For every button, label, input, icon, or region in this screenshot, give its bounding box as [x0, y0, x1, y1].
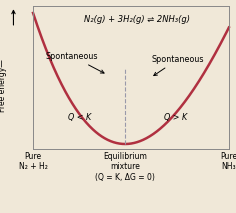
Text: Equilibrium
mixture
(Q = K, ΔG = 0): Equilibrium mixture (Q = K, ΔG = 0) — [95, 152, 155, 182]
Text: Spontaneous: Spontaneous — [46, 52, 104, 73]
Text: Pure
NH₃: Pure NH₃ — [220, 152, 236, 171]
Text: Free energy—: Free energy— — [0, 59, 7, 112]
Text: Q > K: Q > K — [164, 113, 188, 122]
Text: Spontaneous: Spontaneous — [152, 55, 204, 76]
Text: Q < K: Q < K — [68, 113, 92, 122]
Text: N₂(g) + 3H₂(g) ⇌ 2NH₃(g): N₂(g) + 3H₂(g) ⇌ 2NH₃(g) — [84, 15, 190, 24]
Text: Pure
N₂ + H₂: Pure N₂ + H₂ — [19, 152, 47, 171]
